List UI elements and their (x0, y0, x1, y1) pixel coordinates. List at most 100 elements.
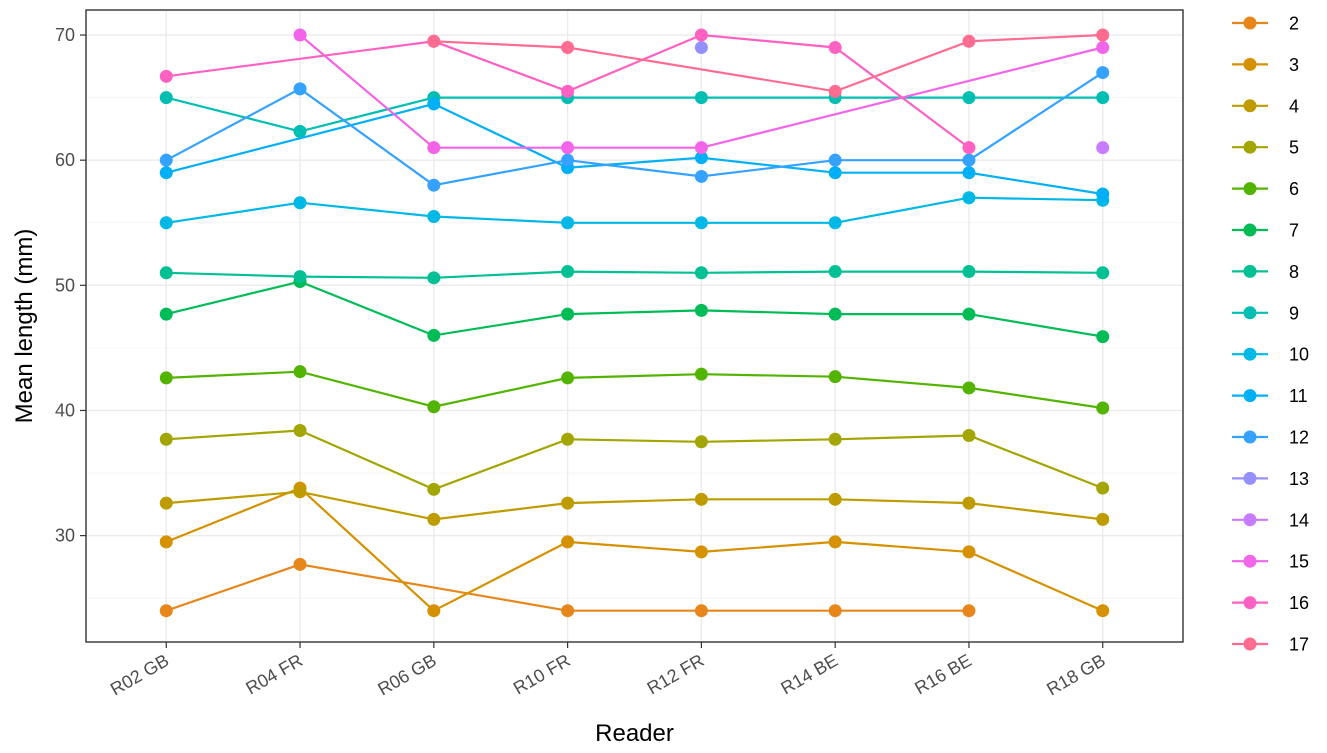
y-tick-label: 30 (55, 526, 75, 546)
data-point-7 (828, 307, 842, 321)
data-point-6 (1096, 401, 1110, 415)
legend-label: 4 (1289, 96, 1299, 116)
series-13 (694, 41, 708, 55)
data-point-10 (561, 216, 575, 230)
data-point-3 (694, 545, 708, 559)
legend-item-4: 4 (1232, 96, 1299, 116)
data-point-9 (962, 91, 976, 105)
data-point-12 (427, 178, 441, 192)
data-point-10 (694, 216, 708, 230)
series-3 (159, 481, 1110, 618)
legend-label: 17 (1289, 635, 1309, 655)
legend-item-9: 9 (1232, 303, 1299, 323)
data-point-17 (561, 41, 575, 55)
series-17 (427, 28, 1110, 98)
data-point-12 (293, 82, 307, 96)
legend-item-15: 15 (1232, 552, 1309, 572)
series-15 (293, 28, 1110, 155)
legend-label: 15 (1289, 552, 1309, 572)
legend-label: 8 (1289, 262, 1299, 282)
series-line-3 (165, 486, 1104, 613)
series-2 (159, 557, 976, 618)
data-point-13 (694, 41, 708, 55)
series-7 (159, 275, 1110, 344)
data-point-11 (694, 151, 708, 165)
data-point-4 (427, 512, 441, 526)
data-point-16 (694, 28, 708, 42)
legend-label: 2 (1289, 14, 1299, 34)
legend-item-7: 7 (1232, 221, 1299, 241)
y-tick-label: 50 (55, 275, 75, 295)
data-point-2 (694, 604, 708, 618)
data-point-15 (293, 28, 307, 42)
series-layer (159, 28, 1110, 618)
data-point-8 (561, 265, 575, 279)
data-point-5 (962, 429, 976, 443)
data-point-15 (694, 141, 708, 155)
data-point-4 (962, 496, 976, 510)
data-point-6 (828, 370, 842, 384)
series-8 (159, 265, 1110, 285)
legend-label: 16 (1289, 593, 1309, 613)
data-point-8 (694, 266, 708, 280)
data-point-11 (1096, 187, 1110, 201)
series-line-10 (166, 196, 1103, 224)
legend-label: 5 (1289, 138, 1299, 158)
y-tick-label: 70 (55, 25, 75, 45)
series-line-6 (166, 370, 1103, 410)
legend-key-point (1243, 306, 1257, 320)
legend-key-point (1243, 223, 1257, 237)
legend-key-point (1243, 596, 1257, 610)
data-point-8 (1096, 266, 1110, 280)
data-point-6 (561, 371, 575, 385)
legend-label: 6 (1289, 179, 1299, 199)
legend-key-point (1243, 513, 1257, 527)
data-point-5 (159, 432, 173, 446)
series-line-9 (166, 96, 1103, 133)
legend-label: 11 (1289, 386, 1308, 406)
x-axis-title: Reader (595, 720, 674, 747)
data-point-17 (828, 84, 842, 98)
data-point-12 (561, 153, 575, 167)
series-5 (159, 423, 1110, 496)
series-12 (159, 66, 1110, 192)
legend-key-point (1243, 471, 1257, 485)
data-point-10 (293, 196, 307, 210)
data-point-7 (962, 307, 976, 321)
series-line-7 (166, 280, 1103, 338)
legend-label: 10 (1289, 345, 1309, 365)
data-point-4 (293, 485, 307, 499)
legend-item-13: 13 (1232, 469, 1309, 489)
data-point-17 (427, 34, 441, 48)
legend-item-11: 11 (1232, 386, 1308, 406)
legend-key-point (1243, 554, 1257, 568)
legend-label: 13 (1289, 469, 1309, 489)
data-point-14 (1096, 141, 1110, 155)
data-point-11 (159, 166, 173, 180)
data-point-8 (962, 265, 976, 279)
legend: 2 3 4 5 6 7 8 9 10 11 12 13 14 15 16 17 (1232, 14, 1309, 655)
data-point-12 (694, 169, 708, 183)
legend-label: 14 (1289, 510, 1309, 530)
data-point-6 (962, 381, 976, 395)
legend-key-point (1243, 16, 1257, 30)
series-11 (159, 97, 1110, 201)
y-tick-label: 60 (55, 150, 75, 170)
series-line-5 (166, 429, 1104, 491)
data-point-7 (561, 307, 575, 321)
data-point-11 (962, 166, 976, 180)
series-4 (159, 485, 1110, 526)
data-point-2 (561, 604, 575, 618)
data-point-5 (561, 432, 575, 446)
data-point-10 (427, 209, 441, 223)
legend-key-point (1243, 182, 1257, 196)
data-point-2 (962, 604, 976, 618)
data-point-7 (694, 303, 708, 317)
data-point-16 (561, 84, 575, 98)
series-line-16 (166, 33, 970, 149)
legend-key-point (1243, 99, 1257, 113)
data-point-3 (427, 604, 441, 618)
data-point-3 (159, 535, 173, 549)
legend-item-10: 10 (1232, 345, 1309, 365)
legend-label: 7 (1289, 221, 1299, 241)
